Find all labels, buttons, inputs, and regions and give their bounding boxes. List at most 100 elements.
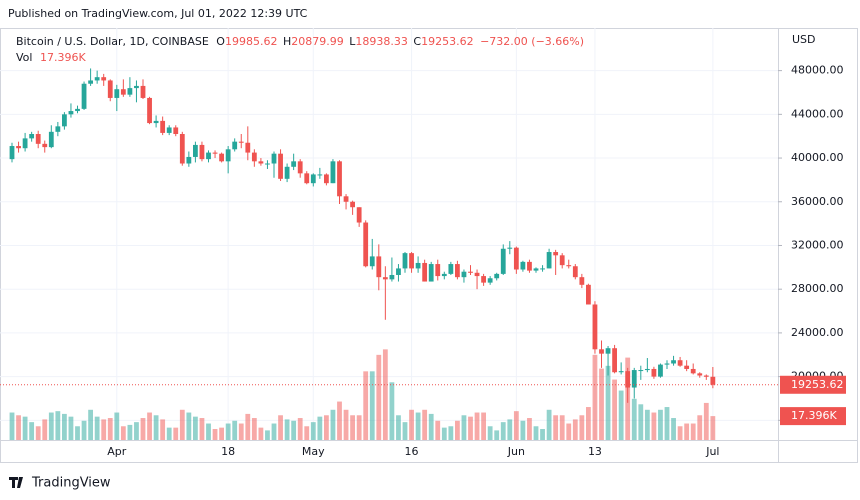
volume-bar [107,418,113,440]
volume-bar [546,409,552,440]
candle-body [533,268,539,271]
volume-bar [533,426,539,440]
candle-body [134,85,139,89]
candle-body [212,152,218,154]
candle-body [455,264,460,278]
volume-bar [579,415,585,440]
volume-bar [428,413,434,440]
candle-body [75,108,80,112]
volume-bar [422,409,428,440]
candle-body [500,248,506,274]
volume-bar [330,409,336,440]
volume-bar [363,371,369,440]
candle-body [474,272,480,277]
x-tick-label: May [302,445,325,458]
volume-bar [369,371,375,440]
volume-bar [540,429,545,440]
volume-bar [474,412,480,440]
volume-bar [631,398,637,440]
volume-bar [376,354,382,440]
legend-line: Bitcoin / U.S. Dollar, 1D, COINBASE O199… [16,35,584,48]
volume-bar [356,415,362,440]
candle-body [199,144,205,160]
candle-body [16,146,21,149]
candle-body [481,276,486,283]
candle-body [592,304,598,350]
candle-body [29,134,35,139]
candle-body [487,278,493,283]
volume-bar [219,427,224,440]
candle-body [219,153,224,162]
volume-bar [81,420,87,440]
volume-bar [461,415,467,440]
volume-bar [127,424,133,440]
volume-bar [468,416,473,440]
volume-name: Vol [16,51,32,64]
candle-body [265,163,270,165]
brand: TradingView [31,476,111,491]
candle-body [284,166,290,179]
volume-bar [487,426,493,440]
candle-body [9,146,15,160]
candle-body [225,149,231,162]
candle-body [297,161,303,174]
candle-body [317,174,323,176]
candle-body [566,265,572,267]
volume-bar [42,419,48,440]
volume-bar [658,409,663,440]
candle-body [88,80,93,84]
candle-body [94,77,100,81]
candle-body [710,376,716,385]
candle-body [147,97,152,124]
brand-logo: TradingView [9,476,111,491]
volume-bar [16,415,21,440]
volume-bar [507,419,513,440]
candle-body [586,284,591,305]
candle-body [48,131,54,148]
candle-body [382,277,388,280]
volume-bar [278,415,283,440]
volume-bar [494,430,500,440]
candle-body [389,274,395,280]
volume-bar [697,415,703,440]
close-label: C [413,35,421,48]
volume-bar [68,416,74,440]
volume-bar [258,427,264,440]
currency: USD [792,33,816,46]
x-tick-label: 13 [588,445,602,458]
candle-body [690,368,696,374]
candle-body [35,134,41,144]
volume-bar [160,419,166,440]
y-tick-label: 24000.00 [791,326,844,339]
candle-body [402,253,408,269]
candle-body [107,80,113,98]
volume-bar [140,418,146,440]
candle-body [703,375,709,377]
candle-body [271,153,277,164]
candle-body [350,201,355,208]
candle-body [206,152,211,160]
candle-body [251,152,257,162]
candle-body [468,271,473,273]
candle-body [81,83,87,109]
candle-body [625,371,631,388]
candle-body [428,264,434,282]
candle-body [337,161,342,197]
volume-bar [88,409,93,440]
candle-body [553,252,559,256]
candle-body [651,368,657,377]
candle-body [461,271,467,278]
volume-bar [304,426,310,440]
volume-bar [55,411,61,440]
volume-bar [179,409,185,440]
candle-body [153,120,159,124]
volume-bar [566,423,572,440]
candle-body [173,127,179,135]
y-tick-label: 44000.00 [791,107,844,120]
volume-value: 17.396K [40,51,86,64]
open-value: 19985.62 [225,35,278,48]
volume-bar [415,412,421,440]
volume-bar [166,427,172,440]
volume-bar [677,426,683,440]
